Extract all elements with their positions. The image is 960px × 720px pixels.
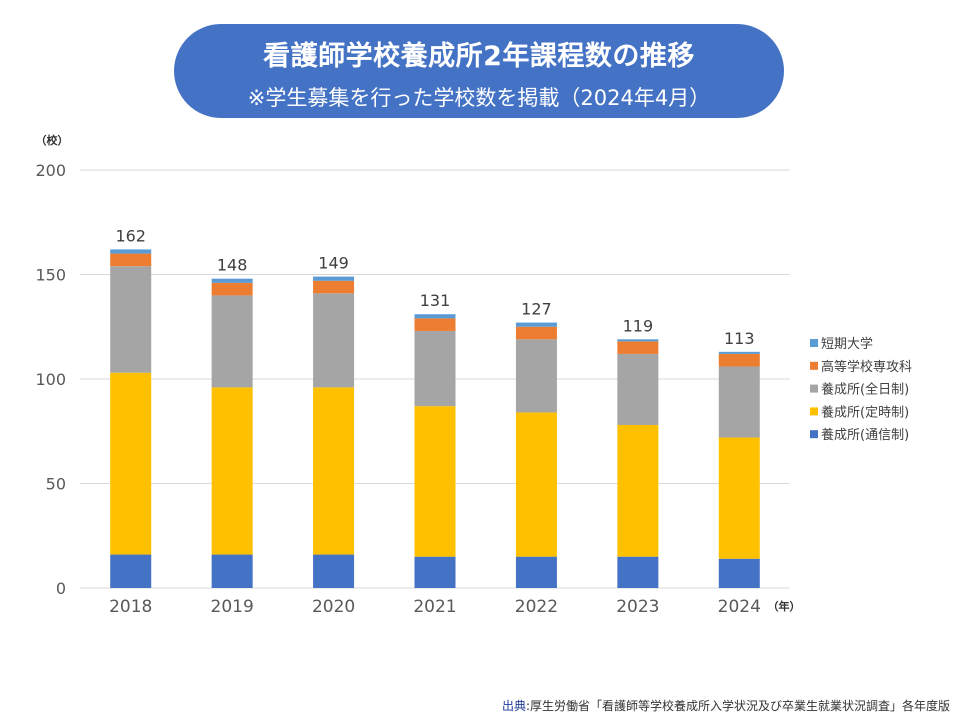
bar-segment xyxy=(414,556,456,588)
bar-segment xyxy=(211,282,253,296)
bar-segment xyxy=(211,278,253,283)
bar-segment xyxy=(211,387,253,555)
legend-label: 養成所(通信制) xyxy=(821,427,909,443)
bar-segment xyxy=(718,366,760,438)
source-text: :厚生労働省「看護師等学校養成所入学状況及び卒業生就業状況調査」各年度版 xyxy=(525,699,950,713)
total-label: 131 xyxy=(420,291,451,310)
legend-swatch xyxy=(810,430,818,439)
bar-segment xyxy=(617,341,659,354)
legend-label: 高等学校専攻科 xyxy=(821,359,912,375)
x-axis-unit: （年） xyxy=(768,599,801,613)
x-tick-label: 2022 xyxy=(515,597,558,617)
y-tick-label: 200 xyxy=(35,161,66,180)
bar-segment xyxy=(211,295,253,388)
source-label: 出典 xyxy=(501,699,526,713)
source-note: 出典:厚生労働省「看護師等学校養成所入学状況及び卒業生就業状況調査」各年度版 xyxy=(502,697,950,714)
chart-title: 看護師学校養成所2年課程数の推移 xyxy=(263,41,695,72)
bar-segment xyxy=(718,351,760,354)
legend-swatch xyxy=(810,407,818,416)
y-axis-unit: （校） xyxy=(36,133,69,147)
bar-segment xyxy=(515,556,557,588)
x-tick-label: 2024 xyxy=(718,597,761,617)
title-banner: 看護師学校養成所2年課程数の推移 ※学生募集を行った学校数を掲載（2024年4月… xyxy=(174,24,784,118)
total-label: 162 xyxy=(115,226,146,245)
bar-segment xyxy=(313,280,355,294)
bar-segment xyxy=(313,554,355,588)
x-tick-label: 2020 xyxy=(312,597,355,617)
bar-segment xyxy=(515,339,557,413)
bar-segment xyxy=(515,326,557,340)
bar-segment xyxy=(313,293,355,388)
bar-segment xyxy=(110,554,152,588)
x-tick-label: 2023 xyxy=(616,597,659,617)
total-label: 113 xyxy=(724,329,755,348)
bar-segment xyxy=(313,387,355,555)
bar-segment xyxy=(414,406,456,557)
bar-segment xyxy=(515,322,557,327)
total-label: 127 xyxy=(521,300,552,319)
bar-segment xyxy=(313,276,355,281)
x-tick-label: 2021 xyxy=(413,597,456,617)
total-label: 119 xyxy=(623,316,654,335)
bar-segment xyxy=(515,412,557,557)
bar-segment xyxy=(110,253,152,267)
bar-segment xyxy=(617,339,659,342)
y-tick-label: 150 xyxy=(35,266,66,285)
y-tick-label: 50 xyxy=(46,475,66,494)
bar-segment xyxy=(110,249,152,254)
bar-segment xyxy=(617,424,659,557)
y-tick-label: 100 xyxy=(35,370,66,389)
total-label: 148 xyxy=(217,256,248,275)
bar-segment xyxy=(211,554,253,588)
bar-segment xyxy=(414,330,456,407)
bar-segment xyxy=(110,372,152,555)
legend-swatch xyxy=(810,339,818,347)
bar-segment xyxy=(718,558,760,588)
bar-segment xyxy=(110,266,152,373)
legend-swatch xyxy=(810,384,818,393)
legend-label: 養成所(全日制) xyxy=(821,382,909,398)
total-label: 149 xyxy=(318,254,349,273)
y-tick-label: 0 xyxy=(56,579,66,598)
x-tick-label: 2019 xyxy=(211,597,254,617)
bar-segment xyxy=(414,318,456,331)
chart-subtitle: ※学生募集を行った学校数を掲載（2024年4月） xyxy=(247,86,711,110)
legend-label: 養成所(定時制) xyxy=(821,404,909,420)
bar-segment xyxy=(718,437,760,559)
legend-label: 短期大学 xyxy=(821,336,873,352)
bar-segment xyxy=(718,353,760,367)
bar-segment xyxy=(617,353,659,425)
legend-swatch xyxy=(810,361,818,370)
bar-segment xyxy=(617,556,659,588)
x-tick-label: 2018 xyxy=(109,597,152,617)
bar-segment xyxy=(414,314,456,319)
